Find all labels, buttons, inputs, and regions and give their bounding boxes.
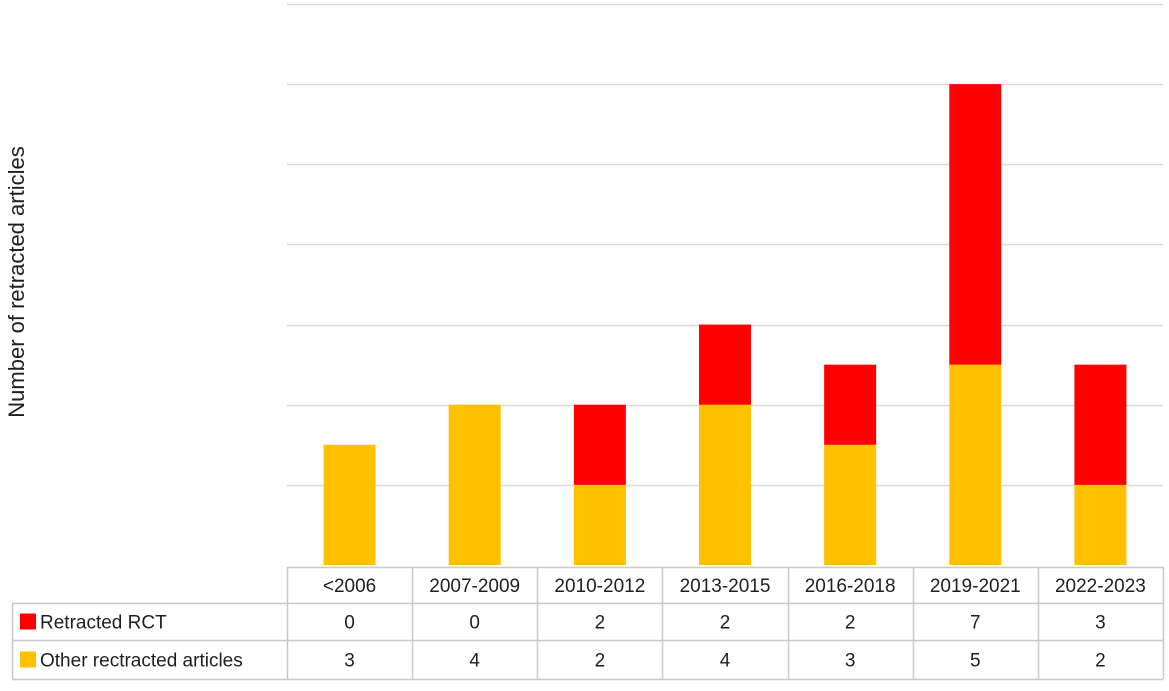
data-label: 2: [595, 651, 606, 672]
bar-retracted-rct: [824, 364, 877, 445]
legend-label: Other rectracted articles: [40, 651, 243, 672]
data-label: 3: [1095, 613, 1106, 634]
bar-other-rectracted-articles: [448, 404, 501, 565]
data-label: 7: [970, 613, 981, 634]
data-label: 4: [720, 651, 731, 672]
data-label: 3: [845, 651, 856, 672]
bars: [323, 84, 1127, 565]
x-tick-label: 2013-2015: [680, 576, 771, 597]
data-label: 2: [720, 613, 731, 634]
bar-other-rectracted-articles: [1074, 484, 1127, 565]
data-label: 3: [344, 651, 355, 672]
data-label: 2: [845, 613, 856, 634]
bar-retracted-rct: [949, 84, 1002, 365]
x-tick-label: 2022-2023: [1055, 576, 1146, 597]
bar-retracted-rct: [1074, 364, 1127, 485]
bar-retracted-rct: [699, 324, 751, 405]
x-tick-label: 2010-2012: [554, 576, 645, 597]
bar-other-rectracted-articles: [949, 364, 1002, 565]
data-label: 4: [469, 651, 480, 672]
data-table: <2006 2007-2009 2010-2012 2013-2015 2016-201…: [11, 566, 1165, 681]
x-tick-label: <2006: [323, 576, 376, 597]
bar-other-rectracted-articles: [824, 444, 877, 565]
data-label: 2: [1095, 651, 1106, 672]
data-label: 0: [469, 613, 480, 634]
bar-other-rectracted-articles: [573, 484, 626, 565]
y-axis-label: Number of retracted articles: [4, 146, 29, 417]
legend-swatch: [20, 613, 36, 630]
legend-swatch: [20, 651, 36, 668]
bar-other-rectracted-articles: [699, 404, 751, 565]
x-tick-label: 2007-2009: [429, 576, 520, 597]
x-tick-label: 2016-2018: [805, 576, 896, 597]
bar-retracted-rct: [573, 404, 626, 485]
data-label: 5: [970, 651, 981, 672]
bar-other-rectracted-articles: [323, 444, 376, 565]
legend-label: Retracted RCT: [40, 613, 167, 634]
x-tick-label: 2019-2021: [930, 576, 1021, 597]
data-label: 2: [595, 613, 606, 634]
data-label: 0: [344, 613, 355, 634]
